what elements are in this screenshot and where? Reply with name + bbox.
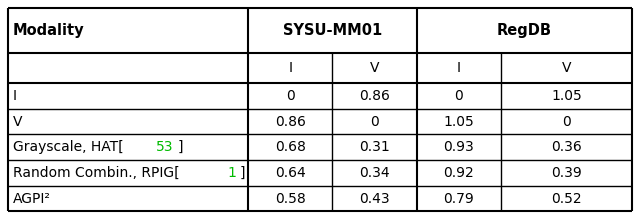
Text: 0.68: 0.68 (275, 140, 306, 154)
Text: 1: 1 (228, 166, 237, 180)
Text: Grayscale, HAT[: Grayscale, HAT[ (13, 140, 124, 154)
Text: I: I (13, 89, 17, 103)
Text: 0.86: 0.86 (275, 115, 306, 129)
Text: 0: 0 (454, 89, 463, 103)
Text: ]: ] (178, 140, 184, 154)
Text: 0: 0 (563, 115, 571, 129)
Text: RegDB: RegDB (497, 23, 552, 38)
Text: I: I (289, 61, 292, 75)
Text: ]: ] (239, 166, 244, 180)
Text: 0.31: 0.31 (359, 140, 390, 154)
Text: 0.64: 0.64 (275, 166, 306, 180)
Text: 0.52: 0.52 (552, 191, 582, 205)
Text: 0.39: 0.39 (551, 166, 582, 180)
Text: V: V (13, 115, 22, 129)
Text: 0.92: 0.92 (444, 166, 474, 180)
Text: SYSU-MM01: SYSU-MM01 (283, 23, 382, 38)
Text: 0: 0 (286, 89, 294, 103)
Text: 1.05: 1.05 (444, 115, 474, 129)
Text: 0.34: 0.34 (359, 166, 390, 180)
Text: 0.86: 0.86 (359, 89, 390, 103)
Text: 0.93: 0.93 (444, 140, 474, 154)
Text: Modality: Modality (13, 23, 84, 38)
Text: Random Combin., RPIG[: Random Combin., RPIG[ (13, 166, 179, 180)
Text: V: V (370, 61, 380, 75)
Text: I: I (457, 61, 461, 75)
Text: 0.58: 0.58 (275, 191, 306, 205)
Text: 0: 0 (371, 115, 379, 129)
Text: 0.79: 0.79 (444, 191, 474, 205)
Text: 1.05: 1.05 (551, 89, 582, 103)
Text: AGPI²: AGPI² (13, 191, 51, 205)
Text: 0.43: 0.43 (359, 191, 390, 205)
Text: V: V (562, 61, 572, 75)
Text: 0.36: 0.36 (551, 140, 582, 154)
Text: 53: 53 (156, 140, 173, 154)
